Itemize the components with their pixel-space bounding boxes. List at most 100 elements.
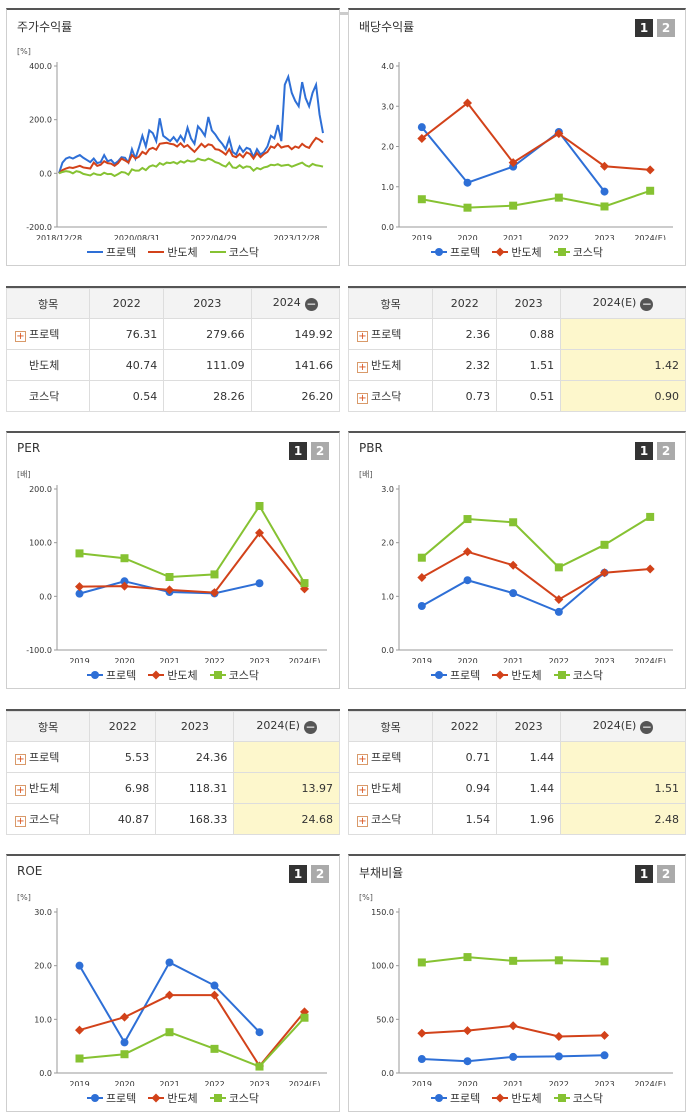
- expand-icon[interactable]: +: [357, 331, 368, 342]
- legend-label: 코스닥: [572, 669, 604, 682]
- data-point: [508, 1021, 518, 1031]
- series-3: [417, 186, 655, 212]
- legend-marker: [151, 1093, 161, 1103]
- row-name[interactable]: + 반도체: [5, 772, 91, 804]
- data-point: [210, 990, 219, 1000]
- expand-icon[interactable]: +: [357, 754, 368, 765]
- legend-label: 코스닥: [228, 246, 260, 259]
- row-name[interactable]: + 프로텍: [5, 318, 91, 350]
- legend-marker: [213, 1094, 222, 1102]
- x-tick-label: 2024(E): [634, 657, 666, 663]
- page-button-2[interactable]: 2: [657, 865, 675, 883]
- y-tick-label: 10.0: [34, 1015, 52, 1024]
- data-point: [120, 1050, 129, 1059]
- page-button-2[interactable]: 2: [657, 19, 675, 37]
- page-button-2[interactable]: 2: [311, 442, 329, 460]
- page-button-1[interactable]: 1: [635, 442, 653, 460]
- y-tick-label: 3.0: [381, 485, 394, 494]
- y-tick-label: 150.0: [371, 908, 394, 917]
- row-name[interactable]: + 코스닥: [347, 380, 434, 412]
- data-point: [645, 564, 655, 574]
- panel-per: PER 1 2 [배] 200.0 100.0 0.0 -100.0 2019 2020 2021 2…: [6, 431, 340, 689]
- chart-plot: 4.0 3.0 2.0 1.0 0.0 2019 2020 2021 2022 2023 2024(…: [381, 62, 673, 240]
- page-button-1[interactable]: 1: [635, 19, 653, 37]
- expand-icon[interactable]: +: [15, 785, 26, 796]
- legend-item: 코스닥: [553, 667, 604, 683]
- data-point: [600, 957, 609, 966]
- row-name[interactable]: + 프로텍: [347, 741, 434, 773]
- legend-marker: [434, 248, 443, 256]
- data-point: [508, 560, 518, 570]
- expand-icon[interactable]: +: [15, 331, 26, 342]
- x-tick-label: 2023/12/28: [274, 234, 320, 240]
- chart-legend: 프로텍 반도체 코스닥: [7, 667, 339, 683]
- collapse-icon[interactable]: −: [640, 297, 654, 311]
- x-tick-label: 2022: [549, 1080, 569, 1086]
- page-button-1[interactable]: 1: [289, 442, 307, 460]
- y-tick-label: -100.0: [26, 646, 52, 655]
- collapse-icon[interactable]: −: [304, 297, 318, 311]
- series-line: [79, 531, 306, 594]
- row-name[interactable]: + 코스닥: [5, 803, 91, 835]
- x-tick-label: 2021: [159, 1080, 179, 1086]
- page-button-1[interactable]: 1: [289, 865, 307, 883]
- y-tick-label: 0.0: [39, 1069, 52, 1078]
- row-name[interactable]: + 코스닥: [347, 803, 434, 835]
- table-price: 항목 2022 2023 2024− + 프로텍 76.31 279.66 149.92 반도체 4…: [5, 286, 341, 412]
- table-row: + 반도체 0.94 1.44 1.51: [347, 772, 686, 804]
- panel-debt: 부채비율 1 2 [%] 150.0 100.0 50.0 0.0 2019 2020 2021 20…: [348, 854, 686, 1112]
- page-button-2[interactable]: 2: [311, 865, 329, 883]
- collapse-icon[interactable]: −: [303, 720, 317, 734]
- data-point: [75, 1025, 84, 1035]
- data-point: [120, 554, 129, 563]
- y-unit-label: [%]: [17, 47, 31, 56]
- table-row: + 코스닥 1.54 1.96 2.48: [347, 803, 686, 835]
- expand-icon[interactable]: +: [15, 754, 26, 765]
- x-tick-label: 2021: [159, 657, 179, 663]
- table-row: 코스닥 0.54 28.26 26.20: [5, 380, 341, 412]
- page-button-1[interactable]: 1: [635, 865, 653, 883]
- cell-value: 1.51: [496, 349, 562, 381]
- data-point: [417, 573, 427, 583]
- data-point: [463, 1057, 472, 1066]
- chart-title: 주가수익률: [17, 20, 73, 34]
- legend-label: 프로텍: [449, 669, 481, 682]
- row-name[interactable]: + 프로텍: [5, 741, 91, 773]
- cell-value: 1.51: [560, 772, 686, 804]
- x-tick-label: 2019: [69, 1080, 89, 1086]
- legend-label: 반도체: [167, 669, 198, 682]
- x-tick-label: 2022: [204, 1080, 224, 1086]
- expand-icon[interactable]: +: [357, 362, 368, 373]
- row-name[interactable]: + 반도체: [347, 772, 434, 804]
- expand-icon[interactable]: +: [15, 816, 26, 827]
- legend-item: 코스닥: [209, 244, 260, 260]
- cell-value: 168.33: [155, 803, 235, 835]
- cell-value: 0.54: [89, 380, 165, 412]
- chart-legend: 프로텍 반도체 코스닥: [349, 244, 685, 260]
- data-point: [210, 588, 219, 598]
- data-point: [509, 1052, 518, 1061]
- expand-icon[interactable]: +: [357, 785, 368, 796]
- data-point: [600, 202, 609, 211]
- data-point: [165, 573, 174, 582]
- data-point: [417, 133, 427, 143]
- data-point: [165, 990, 174, 1000]
- collapse-icon[interactable]: −: [640, 720, 654, 734]
- row-name[interactable]: + 프로텍: [347, 318, 434, 350]
- x-tick-label: 2021: [503, 657, 523, 663]
- header-year: 2024(E) −: [233, 711, 340, 742]
- expand-icon[interactable]: +: [357, 816, 368, 827]
- series-1: [417, 1051, 609, 1066]
- x-tick-label: 2022/04/29: [190, 234, 236, 240]
- data-point: [509, 956, 518, 965]
- legend-item: 반도체: [492, 1090, 542, 1106]
- page-button-2[interactable]: 2: [657, 442, 675, 460]
- series-line-1: [58, 73, 324, 174]
- expand-icon[interactable]: +: [357, 393, 368, 404]
- header-year: 2024(E) −: [560, 711, 686, 742]
- legend-label: 반도체: [511, 246, 542, 259]
- x-tick-label: 2020: [457, 234, 477, 240]
- row-name[interactable]: + 반도체: [347, 349, 434, 381]
- data-point: [463, 178, 472, 187]
- x-tick-label: 2024(E): [634, 234, 666, 240]
